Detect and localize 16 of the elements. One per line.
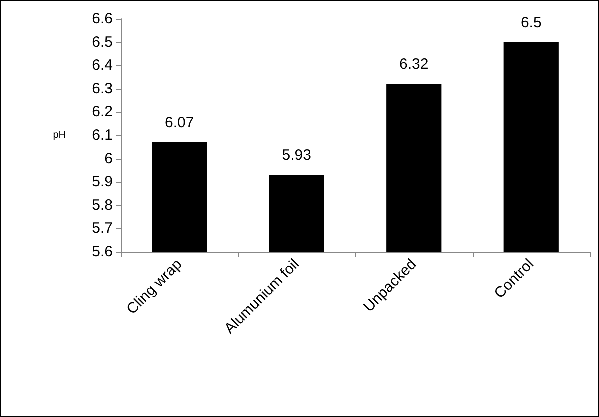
data-label: 5.93 (282, 147, 312, 164)
y-tick-label: 6 (104, 150, 113, 168)
y-tick-label: 5.6 (92, 244, 113, 260)
y-tick-label: 6.5 (92, 34, 113, 51)
y-tick-label: 6.4 (92, 57, 113, 74)
y-tick-label: 6.1 (92, 127, 113, 144)
data-label: 6.07 (165, 114, 194, 132)
y-tick-label: 5.7 (92, 220, 113, 238)
y-axis-title: pH (53, 130, 66, 141)
y-tick-label: 5.8 (92, 196, 113, 214)
y-tick-label: 5.9 (92, 174, 113, 191)
y-tick-label: 6.6 (92, 10, 113, 28)
data-label: 6.32 (400, 56, 429, 74)
data-label: 6.5 (520, 14, 542, 32)
y-tick-label: 6.2 (92, 104, 113, 121)
y-tick-label: 6.3 (92, 80, 113, 98)
